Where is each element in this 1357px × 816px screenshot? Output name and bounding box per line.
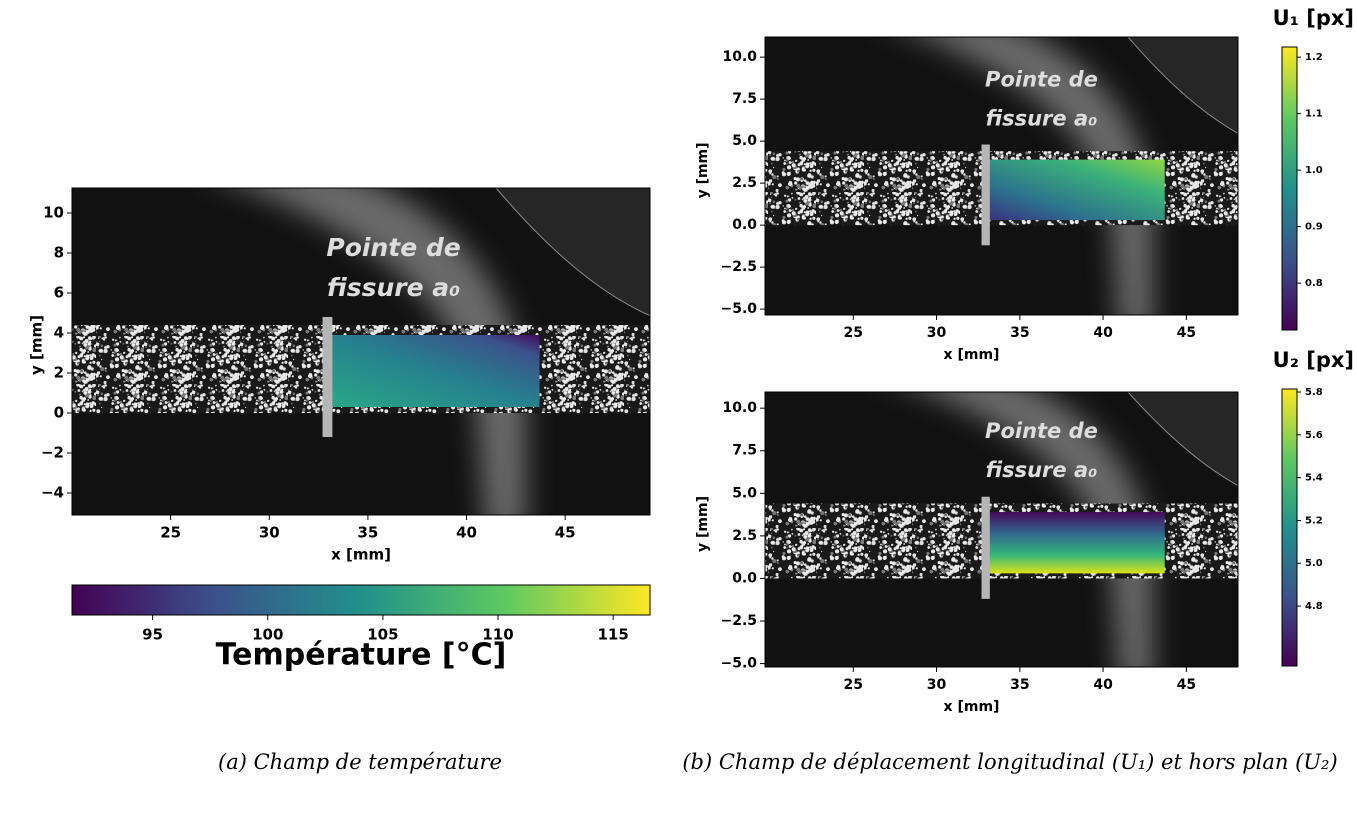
colorbar-title: Température [°C] bbox=[216, 638, 507, 673]
colorbar-title: U₂ [px] bbox=[1273, 348, 1354, 372]
field bbox=[328, 335, 540, 407]
crack-tip-marker bbox=[981, 496, 990, 599]
y-tick-label: 7.5 bbox=[732, 443, 757, 459]
colorbar-tick-label: 0.9 bbox=[1305, 222, 1323, 233]
y-tick-label: 2.5 bbox=[732, 175, 757, 191]
annotation: fissure a₀ bbox=[327, 273, 460, 302]
colorbar-tick-label: 5.0 bbox=[1305, 558, 1323, 569]
y-tick-label: −2 bbox=[41, 444, 64, 462]
grip bbox=[1127, 392, 1238, 487]
x-tick-label: 25 bbox=[844, 677, 863, 693]
y-tick-label: −2.5 bbox=[720, 259, 757, 275]
y-tick-label: 10 bbox=[43, 204, 64, 222]
colorbar-tick-label: 5.8 bbox=[1305, 387, 1323, 398]
y-tick-label: 10.0 bbox=[722, 49, 757, 65]
x-axis-label: x [mm] bbox=[944, 699, 1000, 715]
y-tick-label: −5.0 bbox=[720, 656, 757, 672]
y-tick-label: 2 bbox=[54, 364, 64, 382]
caption: (a) Champ de température bbox=[218, 750, 502, 774]
x-tick-label: 45 bbox=[1177, 677, 1196, 693]
y-tick-label: 6 bbox=[54, 284, 64, 302]
caption-box: (b) Champ de déplacement longitudinal (U… bbox=[682, 750, 1338, 774]
x-tick-label: 35 bbox=[1010, 325, 1029, 341]
y-tick-label: 2.5 bbox=[732, 528, 757, 544]
y-tick-label: −4 bbox=[41, 484, 64, 502]
y-axis-label: y [mm] bbox=[28, 315, 46, 375]
field bbox=[986, 512, 1165, 574]
x-tick-label: 30 bbox=[927, 677, 947, 693]
y-tick-label: 0.0 bbox=[732, 217, 757, 233]
colorbar-title: U₁ [px] bbox=[1273, 6, 1354, 30]
colorbar-tick-label: 0.8 bbox=[1305, 278, 1323, 289]
x-tick-label: 40 bbox=[1093, 325, 1113, 341]
colorbar-tick-label: 105 bbox=[367, 626, 398, 644]
colorbar-tick-label: 4.8 bbox=[1305, 601, 1323, 612]
y-tick-label: 0 bbox=[54, 404, 64, 422]
annotation: Pointe de bbox=[985, 68, 1098, 92]
image: Pointe de fissure a₀ bbox=[765, 37, 1238, 315]
x-tick-label: 35 bbox=[1010, 677, 1029, 693]
colorbar-tick-label: 95 bbox=[142, 626, 163, 644]
x-axis-label: x [mm] bbox=[331, 546, 391, 564]
x-tick-label: 40 bbox=[1093, 677, 1113, 693]
y-axis-label: y [mm] bbox=[695, 496, 711, 552]
glow bbox=[923, 37, 1154, 315]
x-tick-label: 30 bbox=[927, 325, 947, 341]
annotation: fissure a₀ bbox=[986, 458, 1098, 482]
x-tick-label: 35 bbox=[357, 524, 378, 542]
glow bbox=[925, 392, 1154, 667]
field bbox=[986, 159, 1165, 221]
crack-tip-marker bbox=[981, 144, 990, 246]
grip bbox=[1127, 37, 1238, 134]
colorbar bbox=[1281, 46, 1298, 331]
colorbar-tick-label: 5.4 bbox=[1305, 473, 1323, 484]
y-tick-label: 5.0 bbox=[732, 133, 757, 149]
x-tick-label: 45 bbox=[555, 524, 576, 542]
colorbar-tick-label: 115 bbox=[597, 626, 628, 644]
y-tick-label: −2.5 bbox=[720, 613, 757, 629]
y-tick-label: −5.0 bbox=[720, 301, 757, 317]
x-tick-label: 25 bbox=[844, 325, 863, 341]
glow bbox=[246, 188, 526, 515]
y-tick-label: 8 bbox=[54, 244, 64, 262]
y-tick-label: 10.0 bbox=[722, 400, 757, 416]
colorbar-tick-label: 1.2 bbox=[1305, 52, 1323, 63]
colorbar-tick-label: 1.0 bbox=[1305, 165, 1323, 176]
colorbar-tick-label: 110 bbox=[482, 626, 513, 644]
image: Pointe de fissure a₀ bbox=[72, 188, 650, 515]
axes-frame bbox=[764, 391, 1239, 668]
x-axis-label: x [mm] bbox=[944, 347, 1000, 363]
annotation: Pointe de bbox=[985, 419, 1098, 443]
x-tick-label: 45 bbox=[1177, 325, 1196, 341]
image: Pointe de fissure a₀ bbox=[765, 392, 1238, 667]
colorbar-tick-label: 5.2 bbox=[1305, 515, 1323, 526]
colorbar-tick-label: 5.6 bbox=[1305, 430, 1323, 441]
caption: (b) Champ de déplacement longitudinal (U… bbox=[682, 750, 1338, 774]
x-tick-label: 40 bbox=[456, 524, 477, 542]
y-tick-label: 5.0 bbox=[732, 485, 757, 501]
y-tick-label: 7.5 bbox=[732, 91, 757, 107]
y-tick-label: 0.0 bbox=[732, 570, 757, 586]
colorbar bbox=[1281, 388, 1298, 667]
y-tick-label: 4 bbox=[54, 324, 64, 342]
axes-frame bbox=[764, 36, 1239, 316]
annotation: fissure a₀ bbox=[986, 106, 1098, 130]
axes-frame bbox=[71, 187, 651, 516]
crack-tip-marker bbox=[322, 317, 333, 437]
x-tick-label: 25 bbox=[160, 524, 181, 542]
grip bbox=[495, 188, 650, 317]
y-axis-label: y [mm] bbox=[695, 142, 711, 198]
annotation: Pointe de bbox=[326, 233, 460, 262]
x-tick-label: 30 bbox=[259, 524, 280, 542]
colorbar-tick-label: 100 bbox=[252, 626, 283, 644]
caption-box: (a) Champ de température bbox=[218, 750, 502, 774]
colorbar bbox=[71, 584, 651, 616]
colorbar-tick-label: 1.1 bbox=[1305, 109, 1323, 120]
